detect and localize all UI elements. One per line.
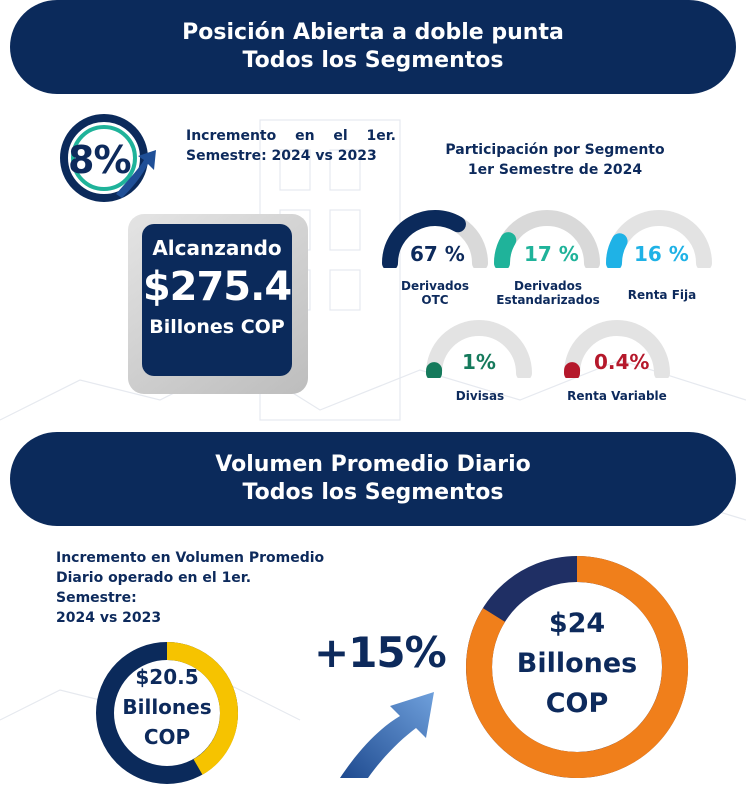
total-unit: Billones COP	[142, 316, 292, 338]
gauge-label-line1: Divisas	[430, 389, 530, 403]
gauge-label-line1: Derivados	[385, 279, 485, 293]
section-2-title-line1: Volumen Promedio Diario	[215, 451, 530, 479]
increment-percent: 8%	[68, 138, 131, 182]
section-2-banner: Volumen Promedio Diario Todos los Segmen…	[10, 432, 736, 526]
section-1-title-line2: Todos los Segmentos	[243, 47, 504, 75]
gauge-fill	[502, 240, 508, 263]
prev-unit-line1: Billones	[92, 692, 242, 722]
volume-note: Incremento en Volumen Promedio Diario op…	[56, 548, 336, 628]
segments-title-line2: 1er Semestre de 2024	[400, 160, 710, 180]
curr-unit-line1: Billones	[462, 644, 692, 684]
section-1-banner: Posición Abierta a doble punta Todos los…	[10, 0, 736, 94]
segments-title: Participación por Segmento 1er Semestre …	[400, 140, 710, 180]
total-card-inner: Alcanzando $275.4 Billones COP	[142, 224, 292, 376]
section-2-title-line2: Todos los Segmentos	[243, 479, 504, 507]
volume-note-line3: 2024 vs 2023	[56, 608, 336, 628]
gauge-label-derivados-estandarizados: Derivados Estandarizados	[492, 279, 604, 307]
gauge-label-line2: Estandarizados	[492, 293, 604, 307]
gauge-value-divisas: 1%	[462, 350, 496, 374]
volume-note-line1: Incremento en Volumen Promedio	[56, 548, 336, 568]
segments-title-line1: Participación por Segmento	[400, 140, 710, 160]
gauge-fill	[614, 241, 620, 263]
curr-value: $24	[462, 604, 692, 644]
gauge-label-renta-fija: Renta Fija	[612, 288, 712, 302]
growth-arrow-icon	[330, 688, 440, 778]
gauge-value-renta-fija: 16 %	[634, 242, 689, 266]
prev-unit-line2: COP	[92, 722, 242, 752]
total-card: Alcanzando $275.4 Billones COP	[128, 214, 308, 394]
gauge-label-line1: Derivados	[492, 279, 604, 293]
gauge-label-line1: Renta Fija	[612, 288, 712, 302]
total-value: $275.4	[142, 264, 292, 310]
gauge-label-derivados-otc: Derivados OTC	[385, 279, 485, 307]
volume-note-line2: Diario operado en el 1er. Semestre:	[56, 568, 336, 608]
gauge-value-derivados-estandarizados: 17 %	[524, 242, 579, 266]
gauge-label-divisas: Divisas	[430, 389, 530, 403]
gauge-value-renta-variable: 0.4%	[594, 350, 649, 374]
total-top-label: Alcanzando	[142, 236, 292, 260]
ring-current-text: $24 Billones COP	[462, 604, 692, 724]
section-1-title-line1: Posición Abierta a doble punta	[182, 19, 564, 47]
prev-value: $20.5	[92, 662, 242, 692]
gauge-label-line2: OTC	[385, 293, 485, 307]
gauge-label-line1: Renta Variable	[562, 389, 672, 403]
growth-percent: +15%	[314, 628, 446, 677]
curr-unit-line2: COP	[462, 684, 692, 724]
increment-note: Incremento en el 1er. Semestre: 2024 vs …	[186, 126, 396, 166]
ring-previous-text: $20.5 Billones COP	[92, 662, 242, 752]
gauge-value-derivados-otc: 67 %	[410, 242, 465, 266]
gauge-label-renta-variable: Renta Variable	[562, 389, 672, 403]
